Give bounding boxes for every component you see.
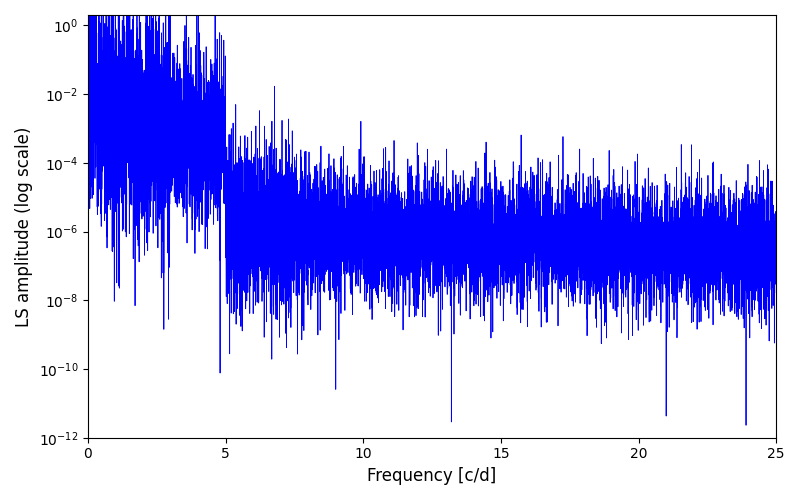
- X-axis label: Frequency [c/d]: Frequency [c/d]: [367, 467, 497, 485]
- Y-axis label: LS amplitude (log scale): LS amplitude (log scale): [15, 126, 33, 326]
